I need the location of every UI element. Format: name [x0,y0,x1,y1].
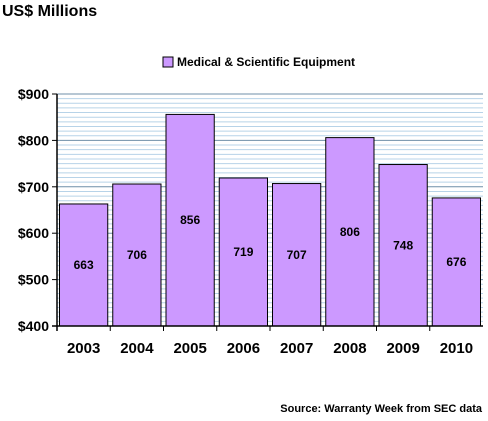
data-label-2008: 806 [340,225,360,239]
source-note: Source: Warranty Week from SEC data [280,403,483,415]
x-tick-label-2008: 2008 [333,340,366,357]
data-label-2005: 856 [180,213,200,227]
data-label-2004: 706 [127,248,147,262]
data-label-2009: 748 [393,238,413,252]
x-tick-label-2009: 2009 [386,340,419,357]
x-tick-label-2003: 2003 [67,340,100,357]
axes [52,93,483,331]
y-tick-label-400: $400 [18,318,49,334]
data-label-2003: 663 [74,258,94,272]
tick-labels: 663 2003 706 2004 856 2005 719 2006 707 2007 806 20… [18,86,473,357]
bar-2006 [218,177,268,327]
x-tick-label-2007: 2007 [280,340,313,357]
legend: Medical & Scientific Equipment [162,55,355,69]
bar-2010 [431,197,481,327]
legend-swatch [162,56,174,68]
y-tick-label-600: $600 [18,225,49,241]
y-tick-label-800: $800 [18,132,49,148]
data-label-2010: 676 [446,255,466,269]
y-tick-label-700: $700 [18,179,49,195]
bar-2005 [165,113,215,327]
bar-2003 [59,203,109,327]
bar-2004 [112,183,162,327]
y-tick-label-900: $900 [18,86,49,102]
bars [59,113,481,327]
x-tick-label-2006: 2006 [227,340,260,357]
x-tick-label-2010: 2010 [440,340,473,357]
x-tick-label-2005: 2005 [173,340,206,357]
bar-2008 [325,137,375,327]
y-tick-label-500: $500 [18,272,49,288]
legend-label: Medical & Scientific Equipment [177,55,355,69]
bar-2007 [272,183,322,327]
x-tick-label-2004: 2004 [120,340,154,357]
data-label-2007: 707 [287,248,307,262]
chart-title: US$ Millions [2,3,97,20]
data-label-2006: 719 [233,245,253,259]
